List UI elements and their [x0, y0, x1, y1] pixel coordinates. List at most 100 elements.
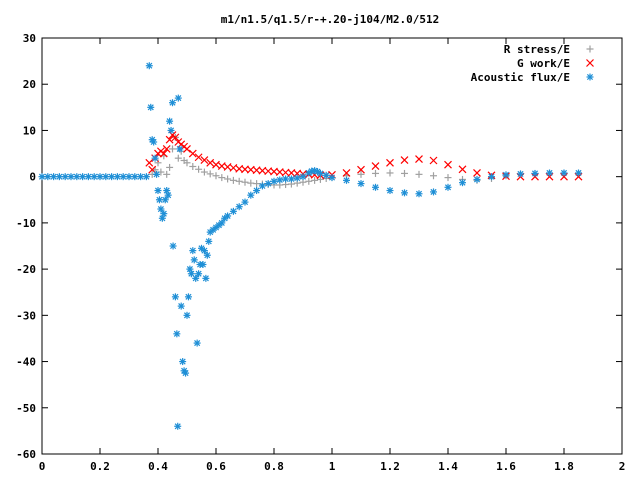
x-tick-label: 0.6	[206, 460, 226, 473]
y-tick-label: -50	[16, 402, 36, 415]
data-point	[357, 165, 365, 174]
data-point	[316, 169, 324, 177]
data-point	[184, 293, 192, 301]
axes: 0 0.2 0.4 0.6 0.8 1 1.2 1.4 1.6 1.8 2 30 20 10 0 -10 -20…	[16, 32, 625, 473]
data-point	[160, 210, 168, 218]
data-point	[415, 190, 423, 198]
data-point	[187, 270, 195, 278]
y-tick-label: 0	[29, 171, 36, 184]
data-point	[206, 158, 215, 167]
data-point	[415, 155, 423, 164]
data-point	[189, 162, 197, 170]
x-tick-label: 2	[619, 460, 626, 473]
data-point	[400, 156, 409, 164]
data-point	[113, 173, 121, 181]
y-tick-label: -20	[16, 263, 36, 276]
data-point	[145, 158, 154, 167]
plot-area	[41, 37, 623, 455]
data-point	[212, 160, 220, 169]
data-point	[560, 169, 568, 177]
legend-marker	[586, 59, 594, 67]
data-point	[342, 169, 351, 177]
data-point	[179, 358, 187, 366]
data-point	[229, 176, 237, 184]
data-point	[199, 260, 207, 268]
data-point	[241, 198, 249, 206]
x-tick-label: 0	[39, 460, 46, 473]
data-point	[173, 330, 181, 338]
data-point	[177, 302, 185, 310]
data-point	[430, 188, 437, 196]
legend-marker	[586, 73, 594, 81]
data-point	[241, 178, 249, 186]
data-point	[386, 187, 394, 195]
data-point	[195, 165, 203, 173]
data-point	[203, 251, 211, 259]
data-point	[235, 177, 243, 185]
data-point	[247, 191, 255, 199]
data-point	[174, 422, 182, 430]
data-point	[401, 189, 408, 197]
data-point	[164, 191, 172, 199]
data-point	[235, 203, 243, 211]
x-tick-label: 0.2	[90, 460, 110, 473]
data-point	[205, 237, 213, 245]
data-point	[473, 175, 481, 183]
data-point	[183, 159, 191, 167]
data-point	[195, 270, 203, 278]
data-point	[517, 170, 524, 178]
data-point	[430, 172, 437, 180]
data-point	[189, 247, 197, 255]
y-tick-label: 20	[23, 78, 36, 91]
data-point	[357, 170, 365, 178]
x-tick-label: 1.4	[438, 460, 458, 473]
y-tick-label: -10	[16, 217, 36, 230]
chart-title: m1/n1.5/q1.5/r-+.20-j104/M2.0/512	[221, 13, 440, 26]
legend-label: Acoustic flux/E	[471, 71, 570, 84]
data-point	[224, 175, 232, 183]
data-point	[192, 274, 200, 282]
data-point	[328, 174, 336, 182]
data-point	[459, 179, 466, 187]
data-point	[343, 176, 350, 184]
data-point	[371, 162, 380, 170]
legend-label: R stress/E	[504, 43, 570, 56]
data-point	[171, 133, 180, 142]
data-point	[44, 173, 52, 181]
legend-label: G work/E	[517, 57, 570, 70]
data-point	[305, 177, 313, 185]
x-tick-label: 0.8	[264, 460, 284, 473]
data-point	[270, 177, 278, 185]
data-point	[190, 256, 198, 264]
data-point	[372, 169, 379, 177]
series-3	[38, 62, 582, 430]
data-point	[163, 170, 171, 178]
data-point	[258, 182, 266, 190]
data-point	[176, 145, 184, 153]
data-point	[169, 242, 177, 250]
legend-marker	[586, 45, 594, 53]
data-point	[188, 149, 197, 158]
data-point	[169, 99, 176, 107]
data-point	[545, 172, 554, 181]
data-point	[212, 172, 220, 180]
data-point	[142, 173, 150, 181]
data-point	[299, 173, 307, 181]
data-point	[182, 369, 190, 377]
data-point	[224, 212, 232, 220]
data-point	[169, 145, 176, 153]
data-point	[171, 293, 179, 301]
data-point	[147, 103, 155, 111]
data-point	[444, 183, 452, 191]
data-point	[157, 205, 165, 213]
data-point	[202, 274, 210, 282]
x-tick-label: 0.4	[148, 460, 168, 473]
data-point	[166, 163, 174, 171]
data-point	[287, 175, 295, 183]
data-point	[473, 169, 481, 177]
data-point	[560, 172, 568, 181]
data-point	[488, 173, 495, 181]
data-point	[574, 172, 583, 181]
data-point	[253, 187, 261, 195]
